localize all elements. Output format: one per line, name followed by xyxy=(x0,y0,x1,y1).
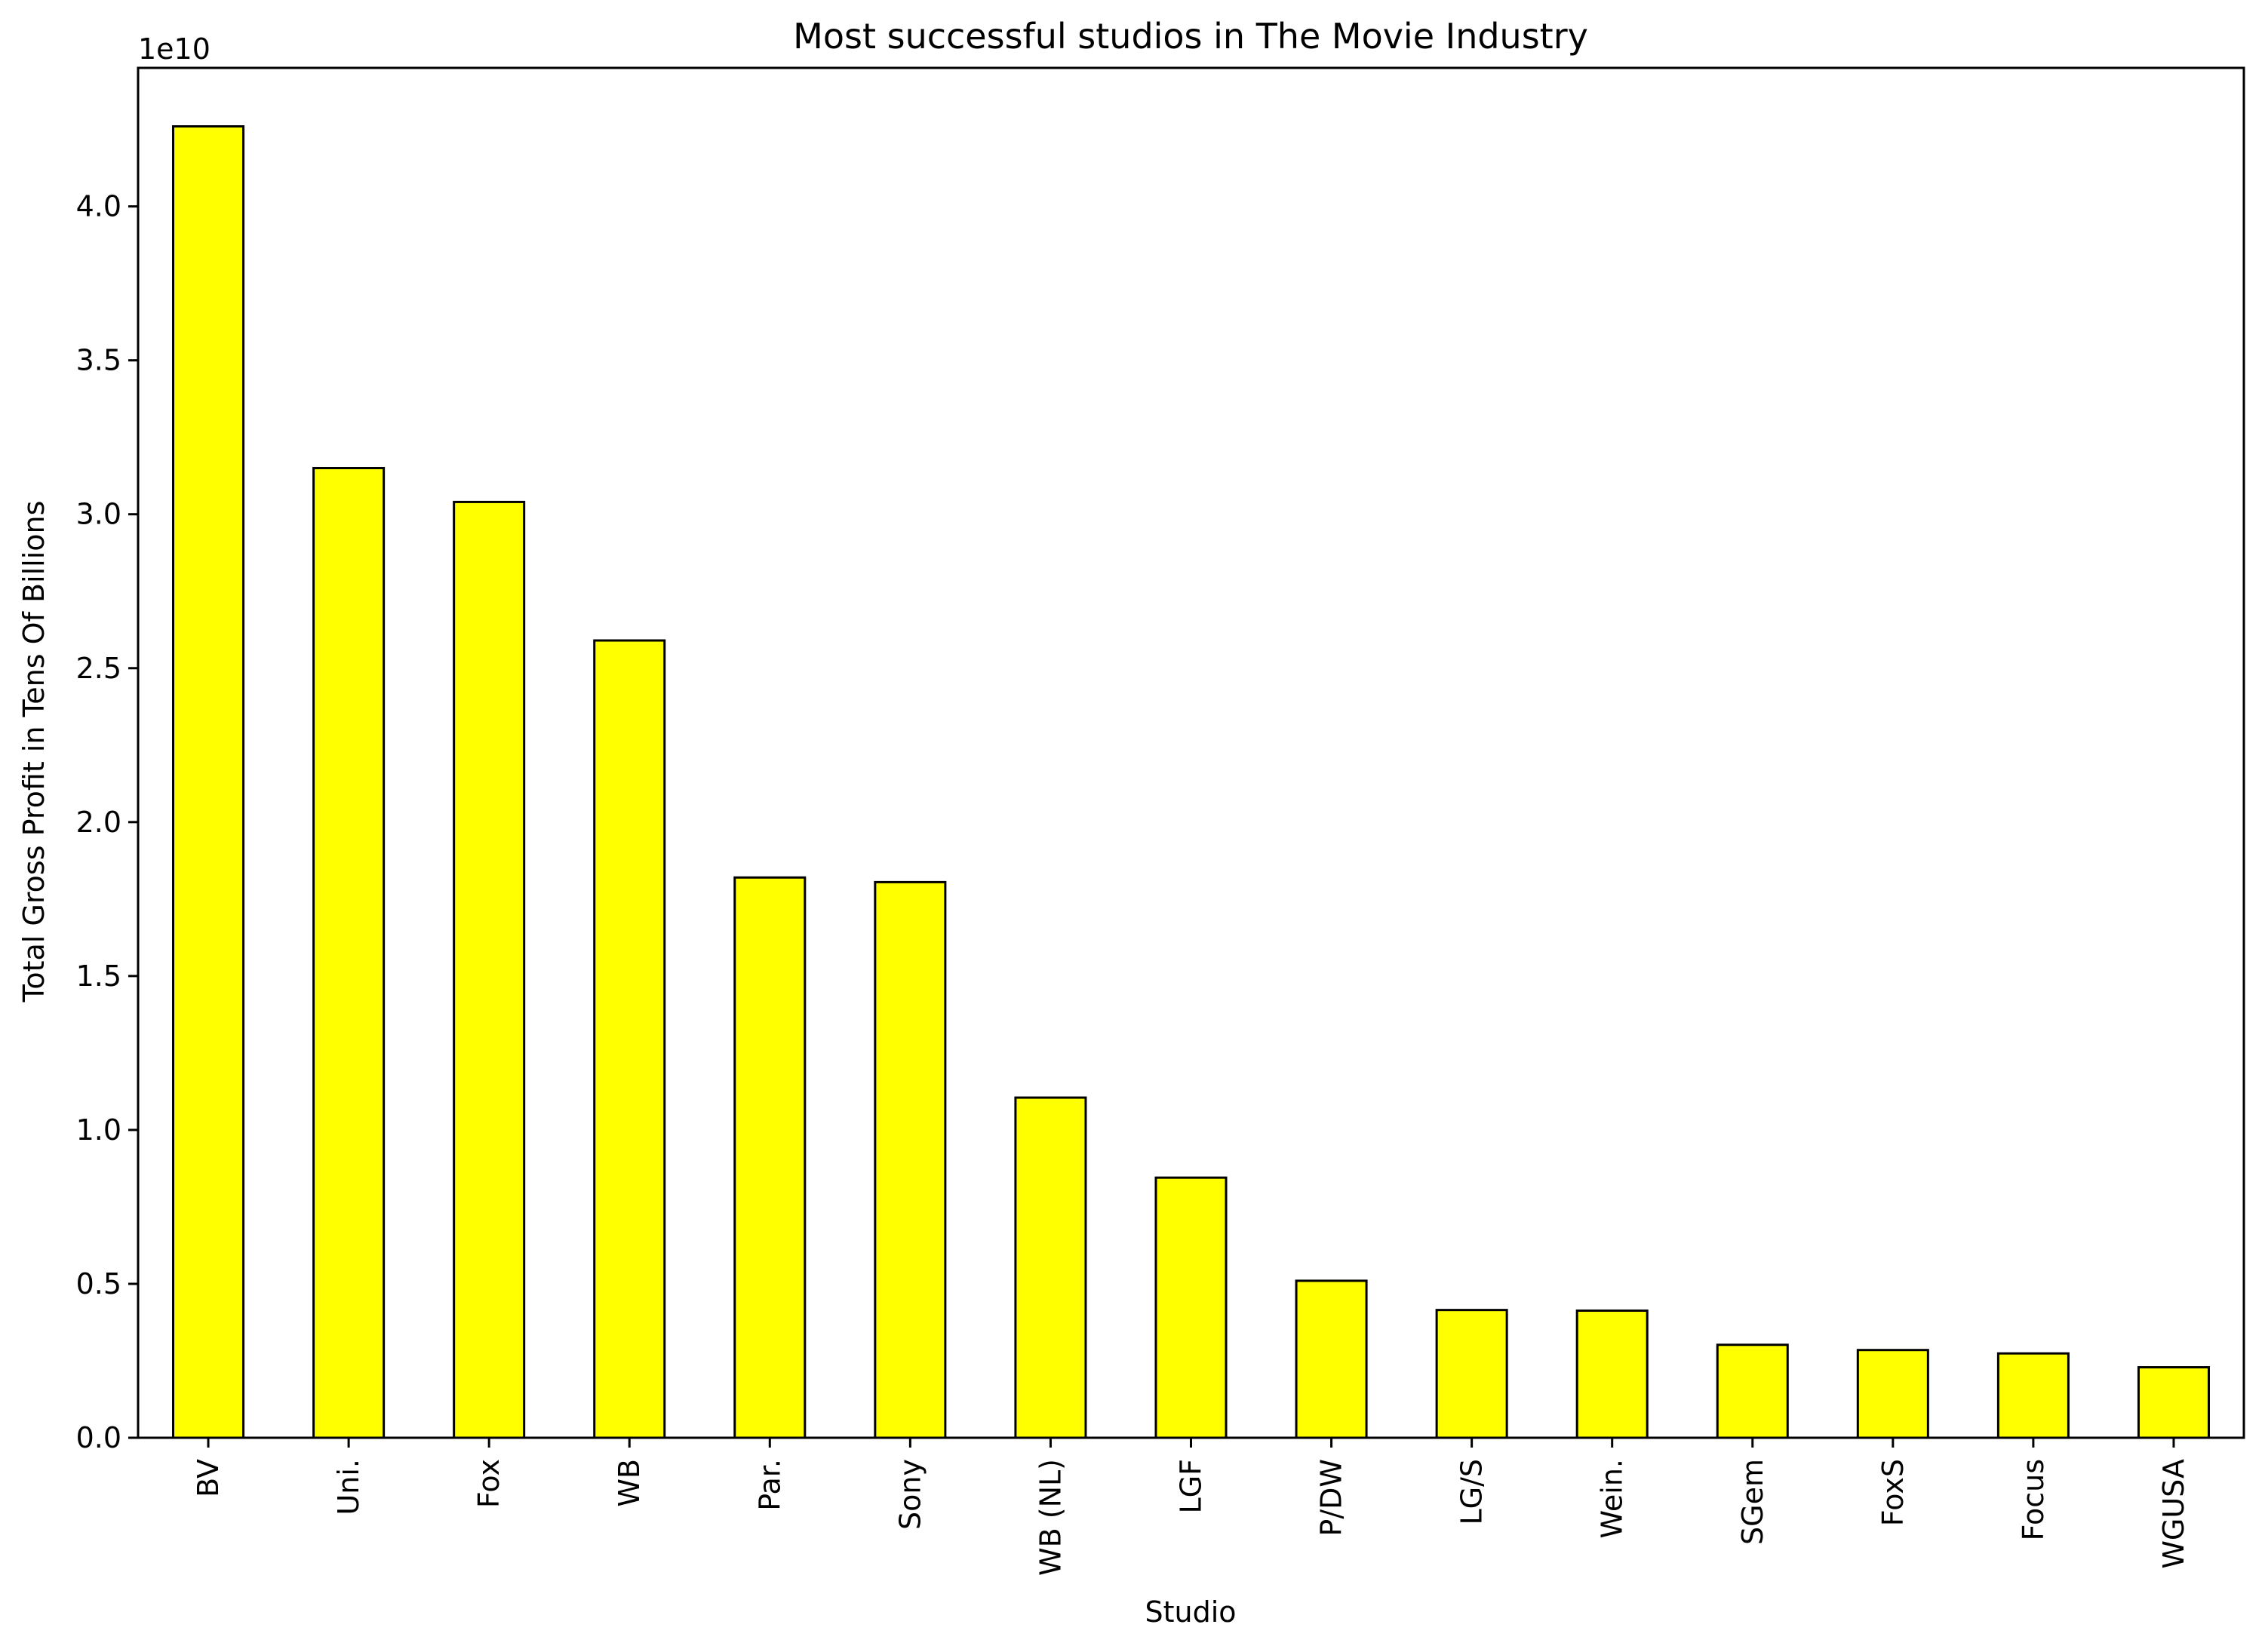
y-axis: 0.0 0.5 1.0 1.5 2.0 2.5 3.0 3.5 4.0 xyxy=(76,190,138,1454)
bars-group xyxy=(172,125,2210,1439)
x-tick-label: Fox xyxy=(472,1459,506,1508)
x-tick-label: WB xyxy=(613,1459,646,1507)
bar xyxy=(1575,1309,1649,1439)
bar xyxy=(593,639,666,1439)
x-axis: BV Uni. Fox WB Par. Sony WB (NL) LGF P/DW LG/S Wei… xyxy=(192,1438,2190,1576)
y-tick-label: 2.5 xyxy=(76,652,121,685)
plot-frame xyxy=(137,66,2245,1439)
y-axis-offset-text: 1e10 xyxy=(138,32,211,66)
y-tick-label: 0.0 xyxy=(76,1421,121,1454)
y-tick-label: 4.0 xyxy=(76,190,121,223)
bar xyxy=(1856,1349,1929,1439)
y-tick-label: 1.5 xyxy=(76,960,121,993)
x-tick-label: WGUSA xyxy=(2157,1459,2190,1569)
y-tick-label: 0.5 xyxy=(76,1267,121,1300)
bar xyxy=(1996,1352,2070,1439)
bar xyxy=(2137,1366,2210,1439)
x-tick-label: Uni. xyxy=(332,1459,365,1515)
x-tick-label: BV xyxy=(192,1459,225,1497)
y-tick-label: 1.0 xyxy=(76,1113,121,1147)
x-tick-label: LGF xyxy=(1175,1459,1208,1513)
bar xyxy=(1014,1096,1087,1439)
bar xyxy=(1295,1279,1368,1439)
bar xyxy=(312,467,386,1439)
y-tick-label: 3.5 xyxy=(76,344,121,377)
bar xyxy=(1716,1343,1789,1439)
bar xyxy=(1435,1309,1508,1439)
y-axis-label: Total Gross Profit in Tens Of Billions xyxy=(17,501,51,1003)
bar xyxy=(453,500,526,1439)
x-tick-label: P/DW xyxy=(1315,1459,1348,1537)
bar xyxy=(874,880,947,1439)
x-tick-label: Focus xyxy=(2017,1459,2050,1541)
bar xyxy=(1154,1176,1228,1439)
x-tick-label: WB (NL) xyxy=(1034,1459,1067,1576)
y-tick-label: 2.0 xyxy=(76,806,121,839)
x-tick-label: FoxS xyxy=(1876,1459,1910,1526)
x-tick-label: Sony xyxy=(893,1459,927,1530)
bar xyxy=(172,125,245,1439)
bar xyxy=(733,876,807,1439)
x-tick-label: Wein. xyxy=(1596,1459,1629,1538)
x-tick-label: LG/S xyxy=(1455,1459,1489,1525)
x-axis-label: Studio xyxy=(1145,1595,1236,1629)
x-tick-label: SGem xyxy=(1736,1459,1769,1545)
x-tick-label: Par. xyxy=(753,1459,786,1511)
chart-title: Most successful studios in The Movie Ind… xyxy=(793,16,1588,57)
y-tick-label: 3.0 xyxy=(76,498,121,531)
